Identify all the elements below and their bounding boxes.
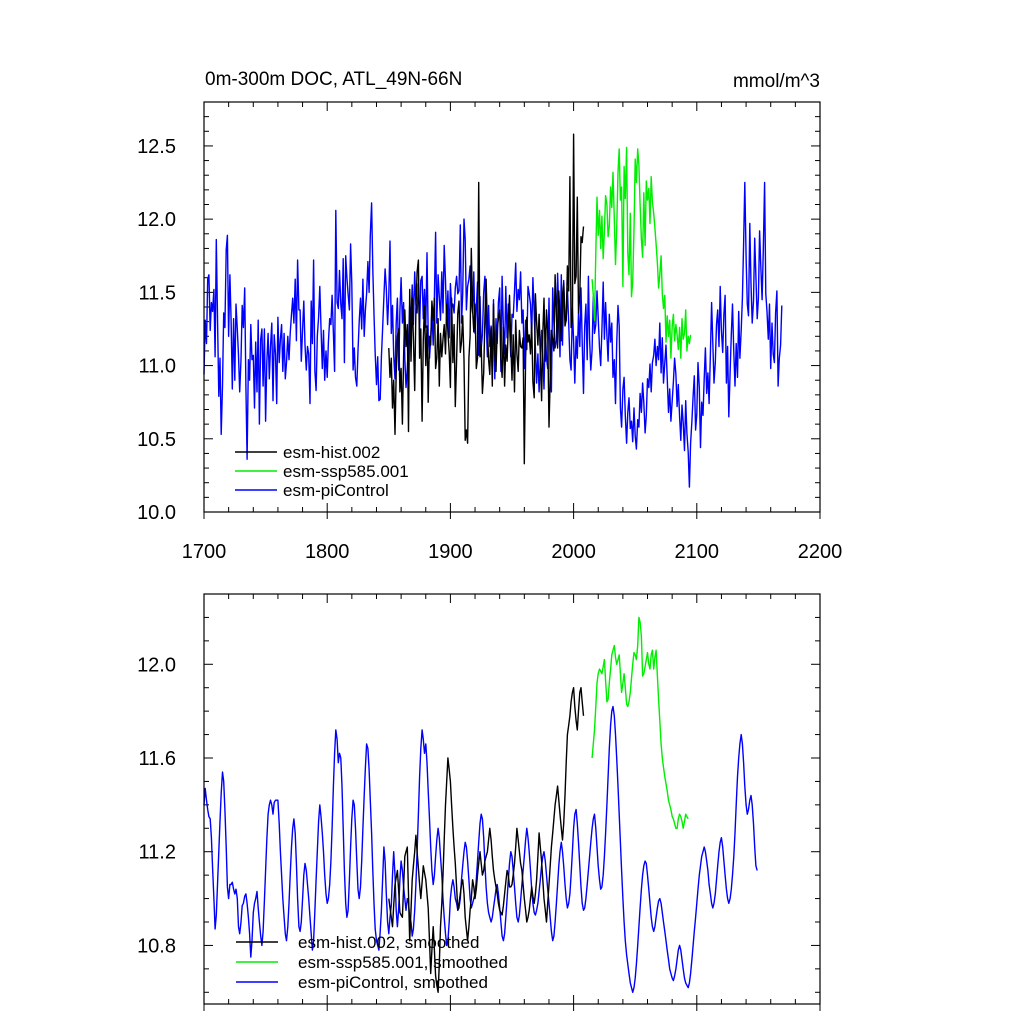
top-chart-units: mmol/m^3 [733,71,820,92]
top-y-tick-labels: 10.0 10.5 11.0 11.5 12.0 12.5 [137,136,176,524]
top-legend: esm-hist.002 esm-ssp585.001 esm-piContro… [235,443,409,500]
x-tick-label: 2000 [551,541,596,563]
legend-label-ssp585: esm-ssp585.001 [283,462,409,481]
x-tick-label: 1800 [305,541,350,563]
bottom-legend: esm-hist.002, smoothed esm-ssp585.001, s… [236,933,508,992]
y-tick-label: 11.6 [139,748,176,770]
top-chart-panel: 0m-300m DOC, ATL_49N-66N mmol/m^3 1700 1… [137,69,842,563]
y-tick-label: 12.5 [137,136,176,158]
legend-label-hist: esm-hist.002 [283,443,380,462]
y-tick-label: 10.8 [137,935,176,957]
bottom-y-tick-labels: 10.8 11.2 11.6 12.0 [137,654,176,957]
y-tick-label: 10.0 [137,502,176,524]
x-tick-label: 1900 [428,541,473,563]
y-tick-label: 12.0 [137,209,176,231]
top-chart-title: 0m-300m DOC, ATL_49N-66N [205,69,462,90]
y-tick-label: 10.5 [137,429,176,451]
bottom-series-lines [203,616,758,993]
legend-label-picontrol-smoothed: esm-piControl, smoothed [298,973,488,992]
y-tick-label: 11.5 [139,282,176,304]
y-tick-label: 12.0 [137,654,176,676]
x-tick-label: 2100 [675,541,720,563]
legend-label-hist-smoothed: esm-hist.002, smoothed [298,933,479,952]
x-tick-label: 1700 [182,541,227,563]
series-line-esm-hist-002-smoothed [388,687,585,993]
x-tick-label: 2200 [798,541,843,563]
series-line-esm-picontrol-smoothed [203,705,758,993]
series-line-esm-ssp585-001-smoothed [591,616,689,829]
series-line-esm-ssp585-001 [591,146,692,359]
top-x-tick-labels: 1700 1800 1900 2000 2100 2200 [182,541,843,563]
legend-label-picontrol: esm-piControl [283,481,389,500]
bottom-plot-frame [203,593,821,1005]
top-axis-ticks [203,101,821,519]
y-tick-label: 11.2 [139,842,176,864]
top-plot-frame [203,101,821,513]
series-line-esm-hist-002 [388,133,585,465]
top-series-lines [203,133,783,488]
legend-label-ssp585-smoothed: esm-ssp585.001, smoothed [298,953,508,972]
y-tick-label: 11.0 [139,356,176,378]
bottom-chart-panel: 10.8 11.2 11.6 12.0 esm-hist.002, smooth… [137,593,821,1011]
